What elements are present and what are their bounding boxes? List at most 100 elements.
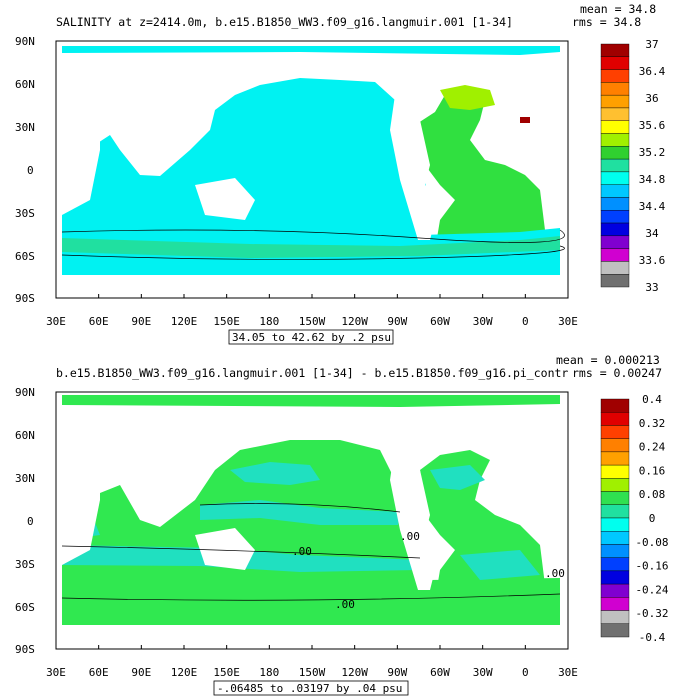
colorbar-label: -0.4 xyxy=(639,631,666,644)
x-tick-label: 90E xyxy=(131,666,151,679)
colorbar-swatch xyxy=(600,610,630,624)
indo-pacific-ocean xyxy=(62,78,430,250)
panel-2-range-box: -.06485 to .03197 by .04 psu xyxy=(213,680,409,696)
colorbar-label: 0 xyxy=(649,512,656,525)
y-tick-label: 90N xyxy=(15,386,35,399)
y-tick-label: 90S xyxy=(15,292,35,305)
colorbar-swatch xyxy=(600,210,630,224)
panel-2-mean: mean = 0.000213 xyxy=(556,353,660,367)
colorbar-swatch xyxy=(600,398,630,413)
colorbar-label: 34 xyxy=(645,227,659,240)
colorbar-label: 37 xyxy=(645,38,658,51)
colorbar-swatch xyxy=(600,570,630,585)
colorbar-swatch xyxy=(600,274,630,288)
x-tick-label: 60E xyxy=(89,666,109,679)
x-tick-label: 30E xyxy=(46,666,66,679)
colorbar-swatch xyxy=(600,235,630,249)
x-tick-label: 150W xyxy=(299,666,326,679)
colorbar-label: -0.16 xyxy=(635,560,668,573)
x-tick-label: 150W xyxy=(299,315,326,328)
colorbar-label: 0.16 xyxy=(639,464,666,477)
africa-land xyxy=(62,460,100,565)
colorbar-swatch xyxy=(600,56,630,70)
arctic-ocean xyxy=(62,395,560,407)
colorbar-label: 35.2 xyxy=(639,146,666,159)
arctic-ocean xyxy=(62,46,560,55)
colorbar-swatch xyxy=(600,261,630,275)
y-tick-label: 90N xyxy=(15,35,35,48)
y-tick-label: 90S xyxy=(15,643,35,656)
panel-2: b.e15.B1850_WW3.f09_g16.langmuir.001 [1-… xyxy=(15,353,669,696)
colorbar-swatch xyxy=(600,557,630,572)
x-tick-label: 180 xyxy=(259,666,279,679)
americas-land xyxy=(390,445,440,590)
panel-2-range-label: -.06485 to .03197 by .04 psu xyxy=(217,682,402,695)
panel-1-mean: mean = 34.8 xyxy=(580,2,656,16)
colorbar-swatch xyxy=(600,464,630,479)
colorbar-swatch xyxy=(600,531,630,545)
colorbar-label: 36.4 xyxy=(639,65,666,78)
panel-2-x-axis: 30E 60E 90E 120E 150E 180 150W 120W 90W 60W 30W 0 30… xyxy=(46,645,578,679)
x-tick-label: 120E xyxy=(171,666,198,679)
australia-land xyxy=(195,178,255,220)
nordic-seas xyxy=(440,85,495,110)
x-tick-label: 30E xyxy=(46,315,66,328)
colorbar-swatch xyxy=(600,184,630,198)
colorbar-swatch xyxy=(600,222,630,237)
colorbar-swatch xyxy=(600,158,630,173)
panel-1-x-axis: 30E 60E 90E 120E 150E 180 150W 120W 90W 60W 30W 0 30… xyxy=(46,294,578,328)
colorbar-label: 34.8 xyxy=(639,173,666,186)
colorbar-label: 0.4 xyxy=(642,393,662,406)
panel-2-colorbar: 0.4 0.32 0.24 0.16 0.08 0 -0.08 -0.16 -0.24 -0.32… xyxy=(600,393,669,644)
x-tick-label: 120E xyxy=(171,315,198,328)
negative-anomaly-patch xyxy=(200,500,400,525)
colorbar-swatch xyxy=(600,133,630,147)
colorbar-swatch xyxy=(600,197,630,211)
y-tick-label: 30N xyxy=(15,472,35,485)
colorbar-swatch xyxy=(600,517,630,532)
colorbar-swatch xyxy=(600,504,630,519)
colorbar-swatch xyxy=(600,120,630,134)
colorbar-swatch xyxy=(600,146,630,160)
colorbar-label: 0.32 xyxy=(639,417,666,430)
colorbar-swatch xyxy=(600,451,630,466)
southern-ocean-band xyxy=(62,236,560,258)
y-tick-label: 30S xyxy=(15,558,35,571)
y-tick-label: 0 xyxy=(27,515,34,528)
y-tick-label: 60N xyxy=(15,429,35,442)
colorbar-swatch xyxy=(600,583,630,598)
colorbar-label: 33 xyxy=(645,281,658,294)
antarctica-land xyxy=(62,626,560,647)
colorbar-label: -0.32 xyxy=(635,607,668,620)
colorbar-label: -0.24 xyxy=(635,583,668,596)
australia-land xyxy=(195,528,255,570)
x-tick-label: 0 xyxy=(522,666,529,679)
colorbar-swatch xyxy=(600,69,630,83)
colorbar-label: 34.4 xyxy=(639,200,666,213)
colorbar-swatch xyxy=(600,478,630,492)
negative-anomaly-patch xyxy=(430,465,485,490)
x-tick-label: 0 xyxy=(522,315,529,328)
x-tick-label: 30E xyxy=(558,315,578,328)
x-tick-label: 60W xyxy=(430,315,450,328)
x-tick-label: 90E xyxy=(131,315,151,328)
y-tick-label: 30N xyxy=(15,121,35,134)
colorbar-swatch xyxy=(600,623,630,638)
contour-label: .00 xyxy=(545,567,565,580)
colorbar-swatch xyxy=(600,82,630,96)
atlantic-ocean xyxy=(415,92,545,250)
negative-anomaly-patch xyxy=(460,550,540,580)
y-tick-label: 60S xyxy=(15,250,35,263)
panel-1-rms: rms = 34.8 xyxy=(572,15,641,29)
colorbar-label: 33.6 xyxy=(639,254,666,267)
x-tick-label: 60E xyxy=(89,315,109,328)
africa-land xyxy=(62,110,100,215)
x-tick-label: 120W xyxy=(341,315,368,328)
panel-1-range-box: 34.05 to 42.62 by .2 psu xyxy=(228,329,394,345)
colorbar-swatch xyxy=(600,597,630,611)
panel-2-title: b.e15.B1850_WW3.f09_g16.langmuir.001 [1-… xyxy=(56,366,568,380)
colorbar-label: 36 xyxy=(645,92,658,105)
x-tick-label: 90W xyxy=(387,315,407,328)
y-tick-label: 0 xyxy=(27,164,34,177)
panel-2-rms: rms = 0.00247 xyxy=(572,366,662,380)
